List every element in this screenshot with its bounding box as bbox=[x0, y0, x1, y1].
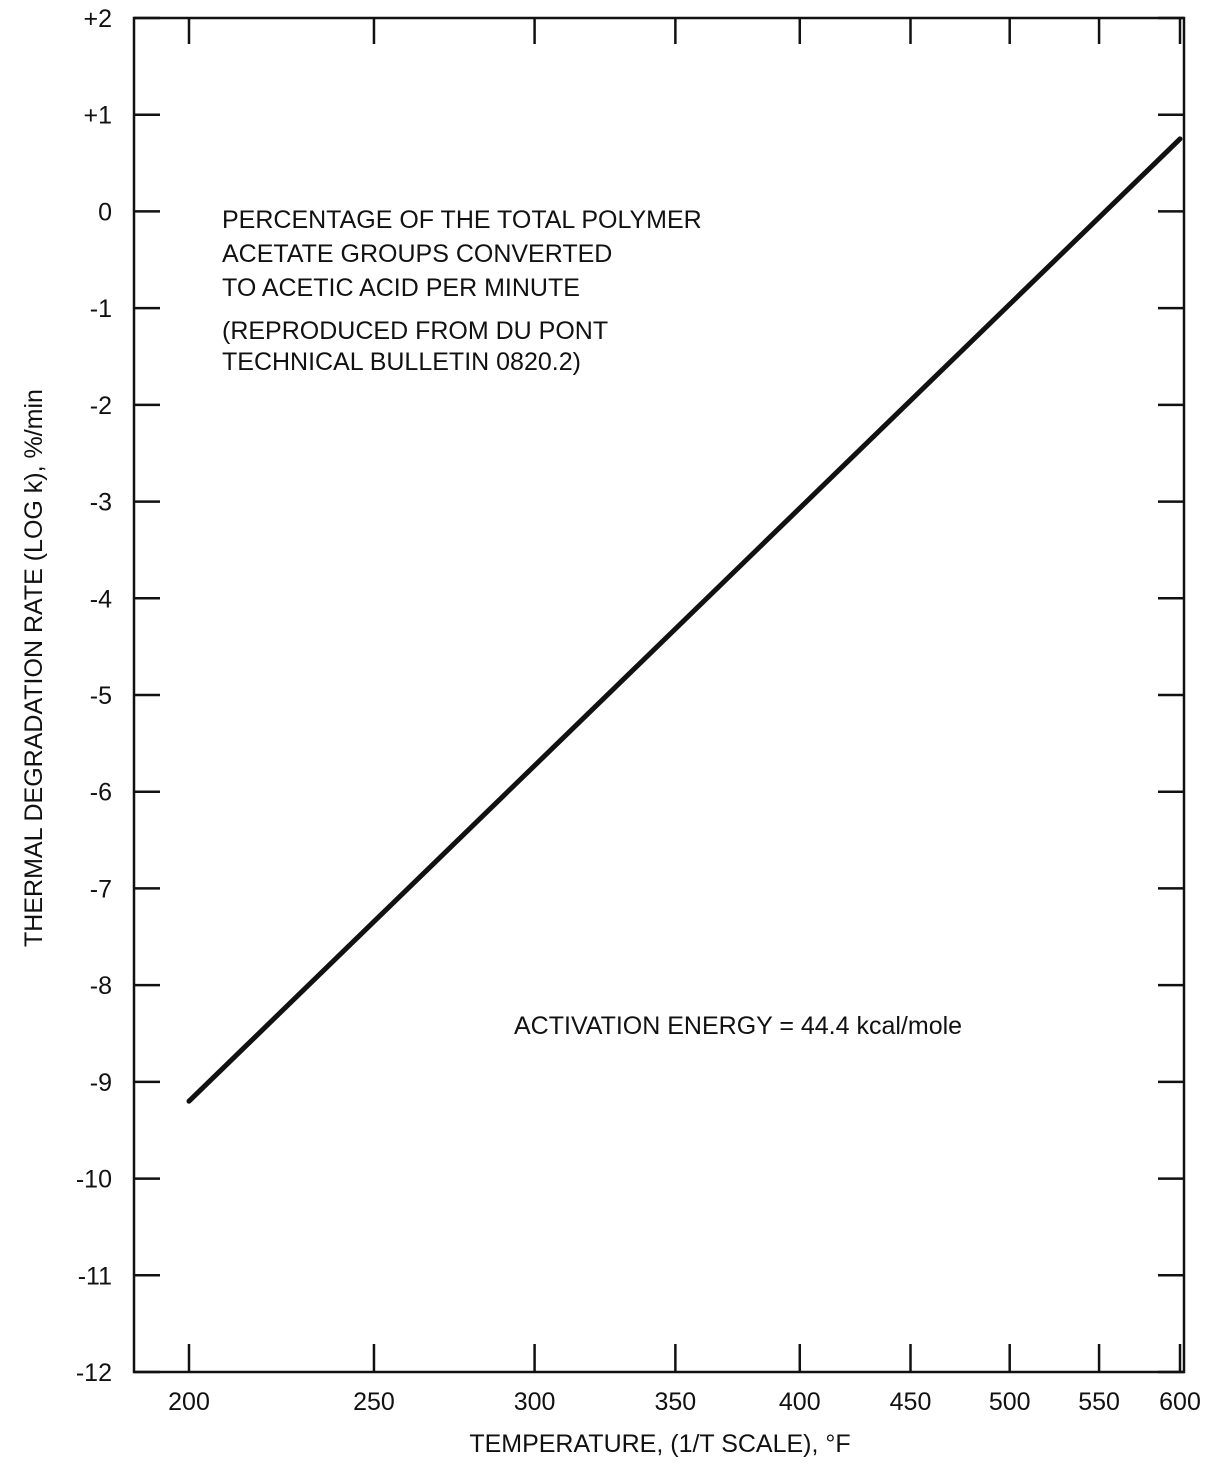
annotation-line: (REPRODUCED FROM DU PONT bbox=[222, 317, 608, 345]
y-tick-label: -2 bbox=[90, 392, 112, 420]
x-tick-label: 400 bbox=[779, 1388, 821, 1416]
y-tick-label: -11 bbox=[78, 1262, 112, 1290]
annotation-line: TECHNICAL BULLETIN 0820.2) bbox=[222, 348, 581, 376]
annotation-source-note: (REPRODUCED FROM DU PONT TECHNICAL BULLE… bbox=[222, 317, 608, 376]
y-tick-label: 0 bbox=[98, 198, 112, 226]
x-tick-label: 450 bbox=[890, 1388, 932, 1416]
y-tick-label: -5 bbox=[90, 682, 112, 710]
x-tick-label: 550 bbox=[1078, 1388, 1120, 1416]
y-tick-label: -4 bbox=[90, 585, 112, 613]
y-tick-label: +2 bbox=[83, 5, 112, 33]
x-tick-label: 350 bbox=[655, 1388, 697, 1416]
x-tick-label: 250 bbox=[353, 1388, 395, 1416]
y-tick-label: -3 bbox=[90, 489, 112, 517]
series-line bbox=[186, 136, 1183, 1104]
x-axis-ticks: 200 250 300 350 400 450 500 550 600 bbox=[168, 18, 1201, 1416]
y-tick-label: -6 bbox=[90, 779, 112, 807]
annotation-line: PERCENTAGE OF THE TOTAL POLYMER bbox=[222, 206, 702, 234]
x-tick-label: 300 bbox=[514, 1388, 556, 1416]
annotation-conversion-note: PERCENTAGE OF THE TOTAL POLYMER ACETATE … bbox=[222, 206, 702, 302]
y-tick-label: -7 bbox=[90, 875, 112, 903]
annotation-line: TO ACETIC ACID PER MINUTE bbox=[222, 274, 580, 302]
y-tick-label: +1 bbox=[83, 102, 112, 130]
annotation-line: ACTIVATION ENERGY = 44.4 kcal/mole bbox=[514, 1012, 962, 1040]
x-tick-label: 200 bbox=[168, 1388, 210, 1416]
y-tick-label: -10 bbox=[76, 1166, 112, 1194]
series-lines bbox=[186, 136, 1183, 1104]
x-tick-label: 600 bbox=[1159, 1388, 1201, 1416]
annotation-activation-energy: ACTIVATION ENERGY = 44.4 kcal/mole bbox=[514, 1012, 962, 1040]
y-axis-ticks: +2 +1 0 -1 -2 -3 -4 -5 -6 -7 -8 -9 -10 -11 -12 bbox=[76, 5, 1184, 1387]
y-tick-label: -1 bbox=[90, 295, 112, 323]
x-axis-title: TEMPERATURE, (1/T SCALE), °F bbox=[469, 1430, 850, 1458]
y-tick-label: -9 bbox=[90, 1069, 112, 1097]
y-tick-label: -8 bbox=[90, 972, 112, 1000]
x-tick-label: 500 bbox=[989, 1388, 1031, 1416]
y-tick-label: -12 bbox=[76, 1359, 112, 1387]
annotation-line: ACETATE GROUPS CONVERTED bbox=[222, 240, 612, 268]
y-axis-title: THERMAL DEGRADATION RATE (LOG k), %/min bbox=[20, 389, 48, 947]
